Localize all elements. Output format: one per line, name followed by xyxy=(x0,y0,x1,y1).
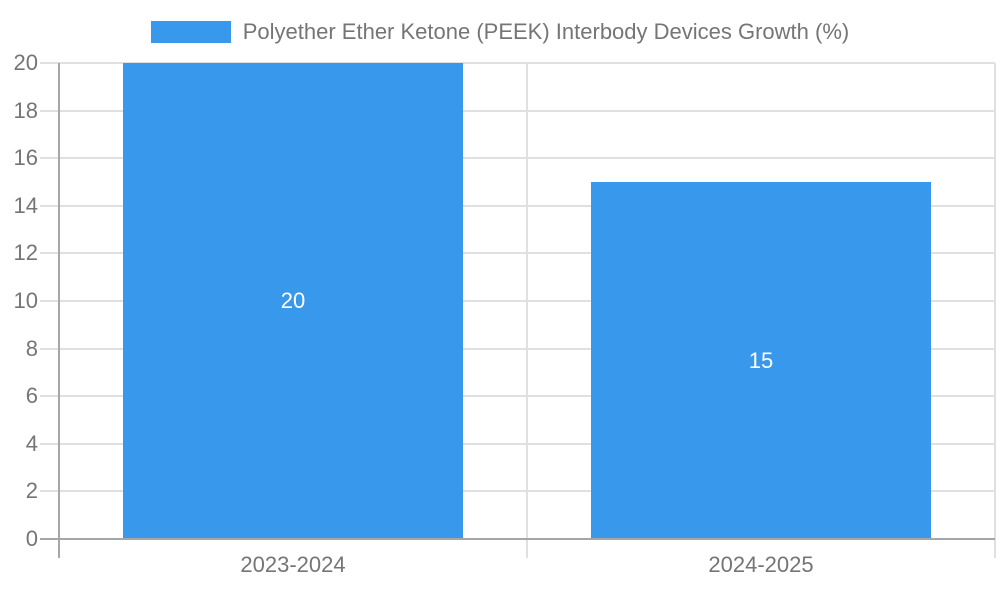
plot-right-border xyxy=(994,63,996,558)
gridline xyxy=(40,442,995,445)
x-axis-line xyxy=(40,538,995,540)
bar-value-label: 15 xyxy=(748,347,774,373)
legend-label: Polyether Ether Ketone (PEEK) Interbody … xyxy=(242,19,850,44)
gridline xyxy=(40,62,995,64)
y-axis-line xyxy=(58,63,60,558)
y-tick-label: 2 xyxy=(25,478,38,504)
legend[interactable]: Polyether Ether Ketone (PEEK) Interbody … xyxy=(0,19,1000,45)
y-tick-label: 20 xyxy=(13,50,38,75)
gridline xyxy=(40,347,995,350)
y-tick-label: 10 xyxy=(13,288,38,313)
gridline xyxy=(40,490,995,493)
gridline xyxy=(40,204,995,207)
y-tick-label: 6 xyxy=(25,383,38,409)
x-tick-label: 2023-2024 xyxy=(240,552,346,577)
y-tick-label: 12 xyxy=(13,240,38,266)
gridline xyxy=(40,300,995,302)
gridline xyxy=(40,109,995,112)
gridline xyxy=(40,157,995,160)
y-tick-label: 8 xyxy=(25,335,38,361)
bar-value-label: 20 xyxy=(280,288,306,313)
gridline xyxy=(40,395,995,398)
legend-swatch xyxy=(150,21,231,43)
x-tick-label: 2024-2025 xyxy=(708,552,814,577)
y-tick-label: 16 xyxy=(13,145,38,171)
gridline xyxy=(40,252,995,255)
y-tick-label: 4 xyxy=(25,430,38,456)
bar[interactable] xyxy=(591,182,931,539)
y-tick-label: 14 xyxy=(13,192,38,218)
y-tick-label: 18 xyxy=(13,97,38,123)
bar[interactable] xyxy=(123,63,463,539)
y-tick-label: 0 xyxy=(25,526,38,551)
category-divider xyxy=(526,63,528,558)
